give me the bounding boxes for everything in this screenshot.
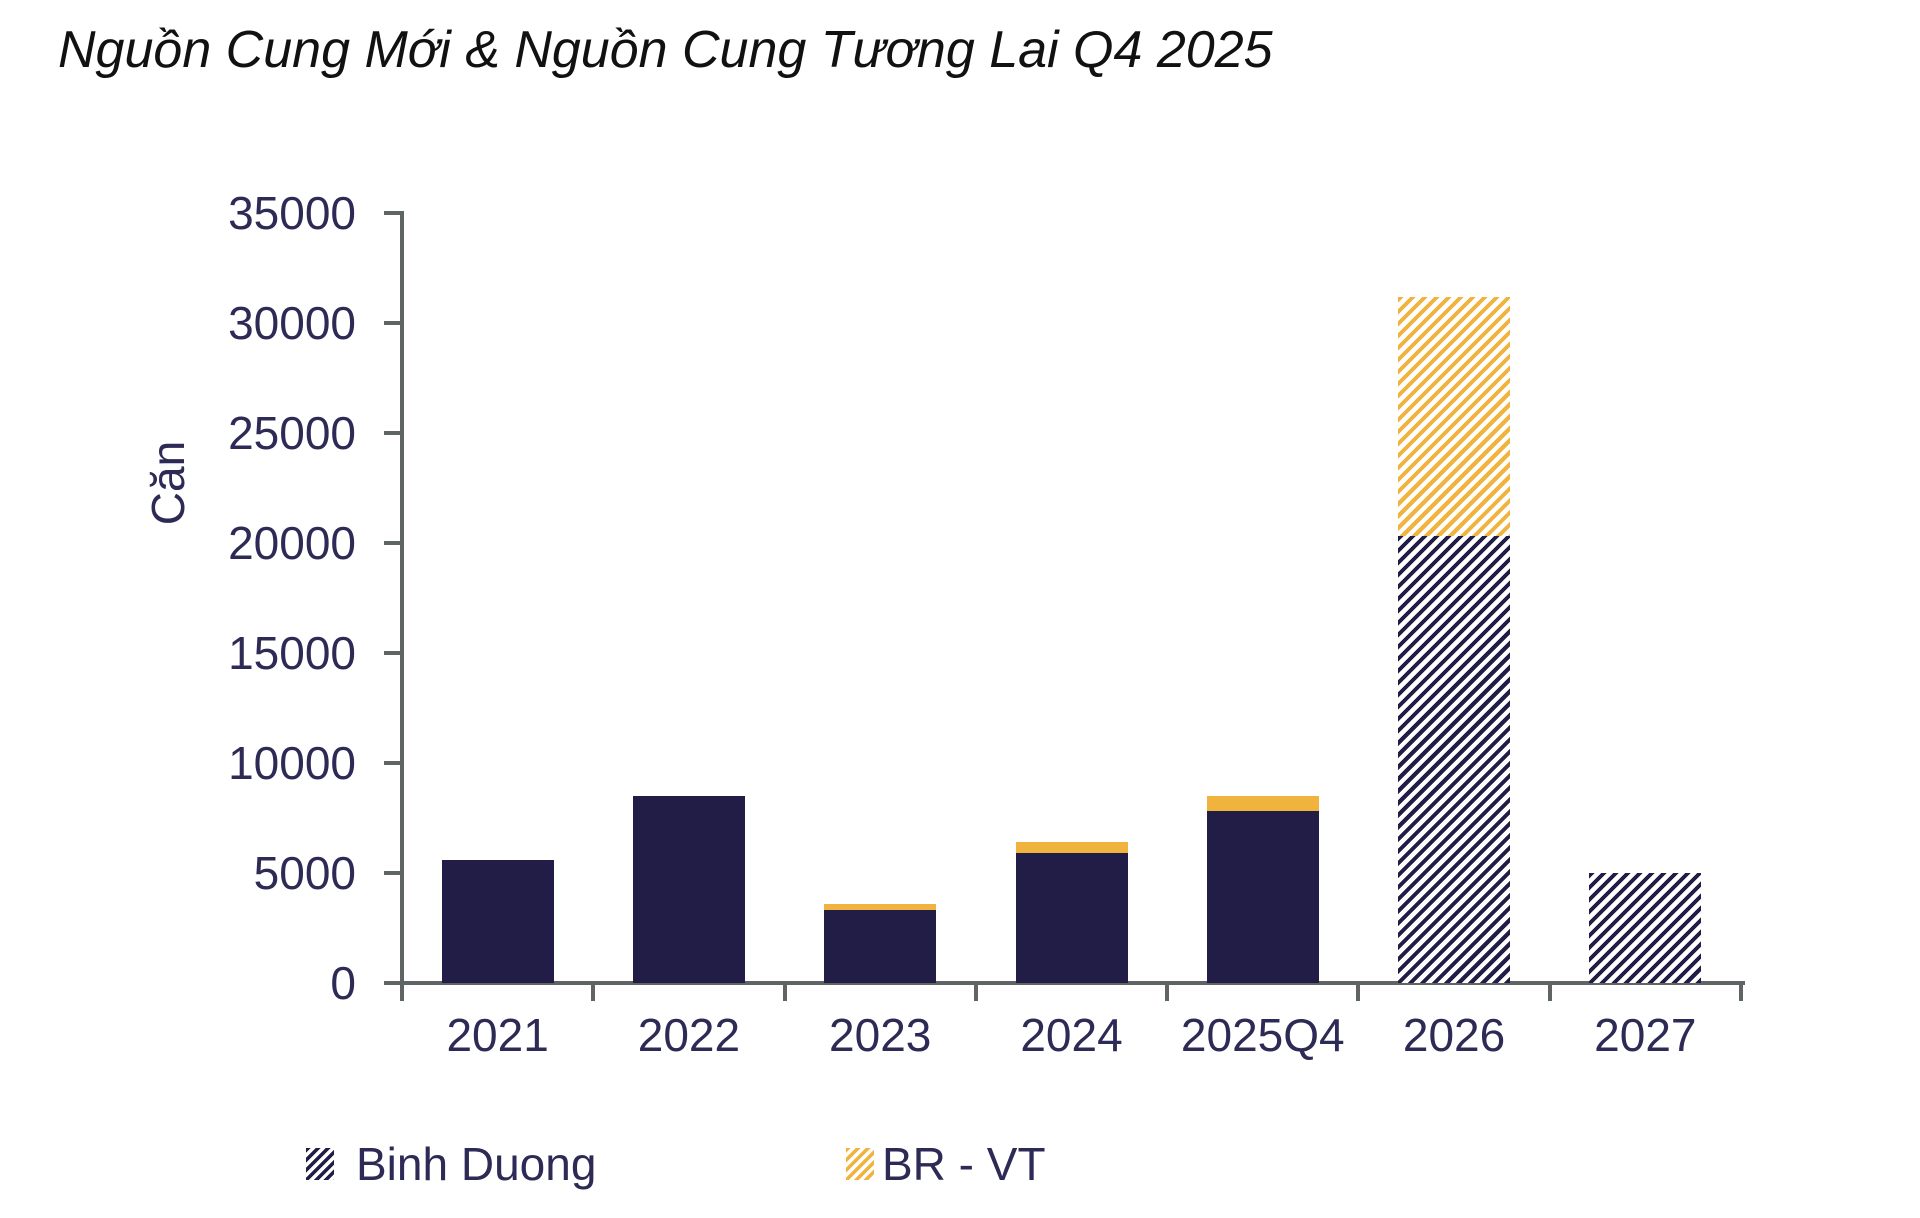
y-axis-tick bbox=[384, 211, 404, 215]
bar-segment-binh-duong bbox=[1015, 853, 1128, 983]
bar-segment-br-vt bbox=[1398, 296, 1511, 537]
y-axis-tick-label: 15000 bbox=[228, 627, 356, 679]
x-axis-tick bbox=[591, 985, 596, 1001]
bar-segment-br-vt bbox=[824, 904, 937, 911]
x-axis-line bbox=[400, 981, 1745, 985]
x-axis-tick bbox=[782, 985, 787, 1001]
y-axis-tick bbox=[384, 761, 404, 765]
y-axis-tick bbox=[384, 651, 404, 655]
y-axis-tick-label: 35000 bbox=[228, 187, 356, 239]
legend-swatch-binh-duong-hatch-icon bbox=[306, 1148, 334, 1180]
bar-segment-binh-duong bbox=[824, 910, 937, 983]
y-axis-tick-label: 0 bbox=[330, 957, 356, 1009]
x-axis-label: 2023 bbox=[829, 1009, 932, 1061]
legend-item-br-vt: BR - VT bbox=[846, 1136, 1046, 1192]
x-axis-label: 2025Q4 bbox=[1180, 1009, 1345, 1061]
legend-label-binh-duong: Binh Duong bbox=[356, 1138, 597, 1190]
x-axis-tick bbox=[1547, 985, 1552, 1001]
x-axis-tick bbox=[1739, 985, 1743, 1001]
x-axis-label: 2026 bbox=[1402, 1009, 1506, 1061]
bar-segment-br-vt bbox=[1015, 842, 1128, 854]
x-axis-label: 2027 bbox=[1594, 1009, 1697, 1061]
y-axis-tick-label: 5000 bbox=[253, 847, 356, 899]
y-axis-tick bbox=[384, 871, 404, 875]
y-axis-tick-label: 10000 bbox=[228, 737, 356, 789]
chart-title: Nguồn Cung Mới & Nguồn Cung Tương Lai Q4… bbox=[58, 21, 1273, 79]
y-axis-tick-label: 25000 bbox=[228, 407, 356, 459]
bar-segment-binh-duong bbox=[1206, 811, 1319, 983]
y-axis-tick bbox=[384, 981, 404, 985]
y-axis-line bbox=[400, 211, 404, 1001]
x-axis-label: 2021 bbox=[446, 1009, 549, 1061]
legend-item-binh-duong: Binh Duong bbox=[306, 1136, 596, 1192]
y-axis-tick bbox=[384, 321, 404, 325]
legend-swatch-br-vt-hatch-icon bbox=[846, 1148, 874, 1180]
y-axis-tick bbox=[384, 431, 404, 435]
x-axis-tick bbox=[973, 985, 978, 1001]
y-axis-tick-label: 20000 bbox=[228, 517, 356, 569]
x-axis-tick bbox=[1356, 985, 1361, 1001]
bar-segment-binh-duong bbox=[632, 796, 745, 983]
legend-label-br-vt: BR - VT bbox=[882, 1138, 1046, 1190]
x-axis-tick bbox=[400, 985, 404, 1001]
bar-segment-binh-duong bbox=[441, 859, 554, 983]
bar-segment-binh-duong bbox=[1589, 873, 1702, 983]
x-axis-label: 2024 bbox=[1020, 1009, 1123, 1061]
bar-segment-binh-duong bbox=[1398, 536, 1511, 983]
y-axis-tick bbox=[384, 541, 404, 545]
y-axis-tick-label: 30000 bbox=[228, 297, 356, 349]
x-axis-label: 2022 bbox=[637, 1009, 741, 1061]
bar-segment-br-vt bbox=[1206, 796, 1319, 812]
x-axis-tick bbox=[1165, 985, 1170, 1001]
